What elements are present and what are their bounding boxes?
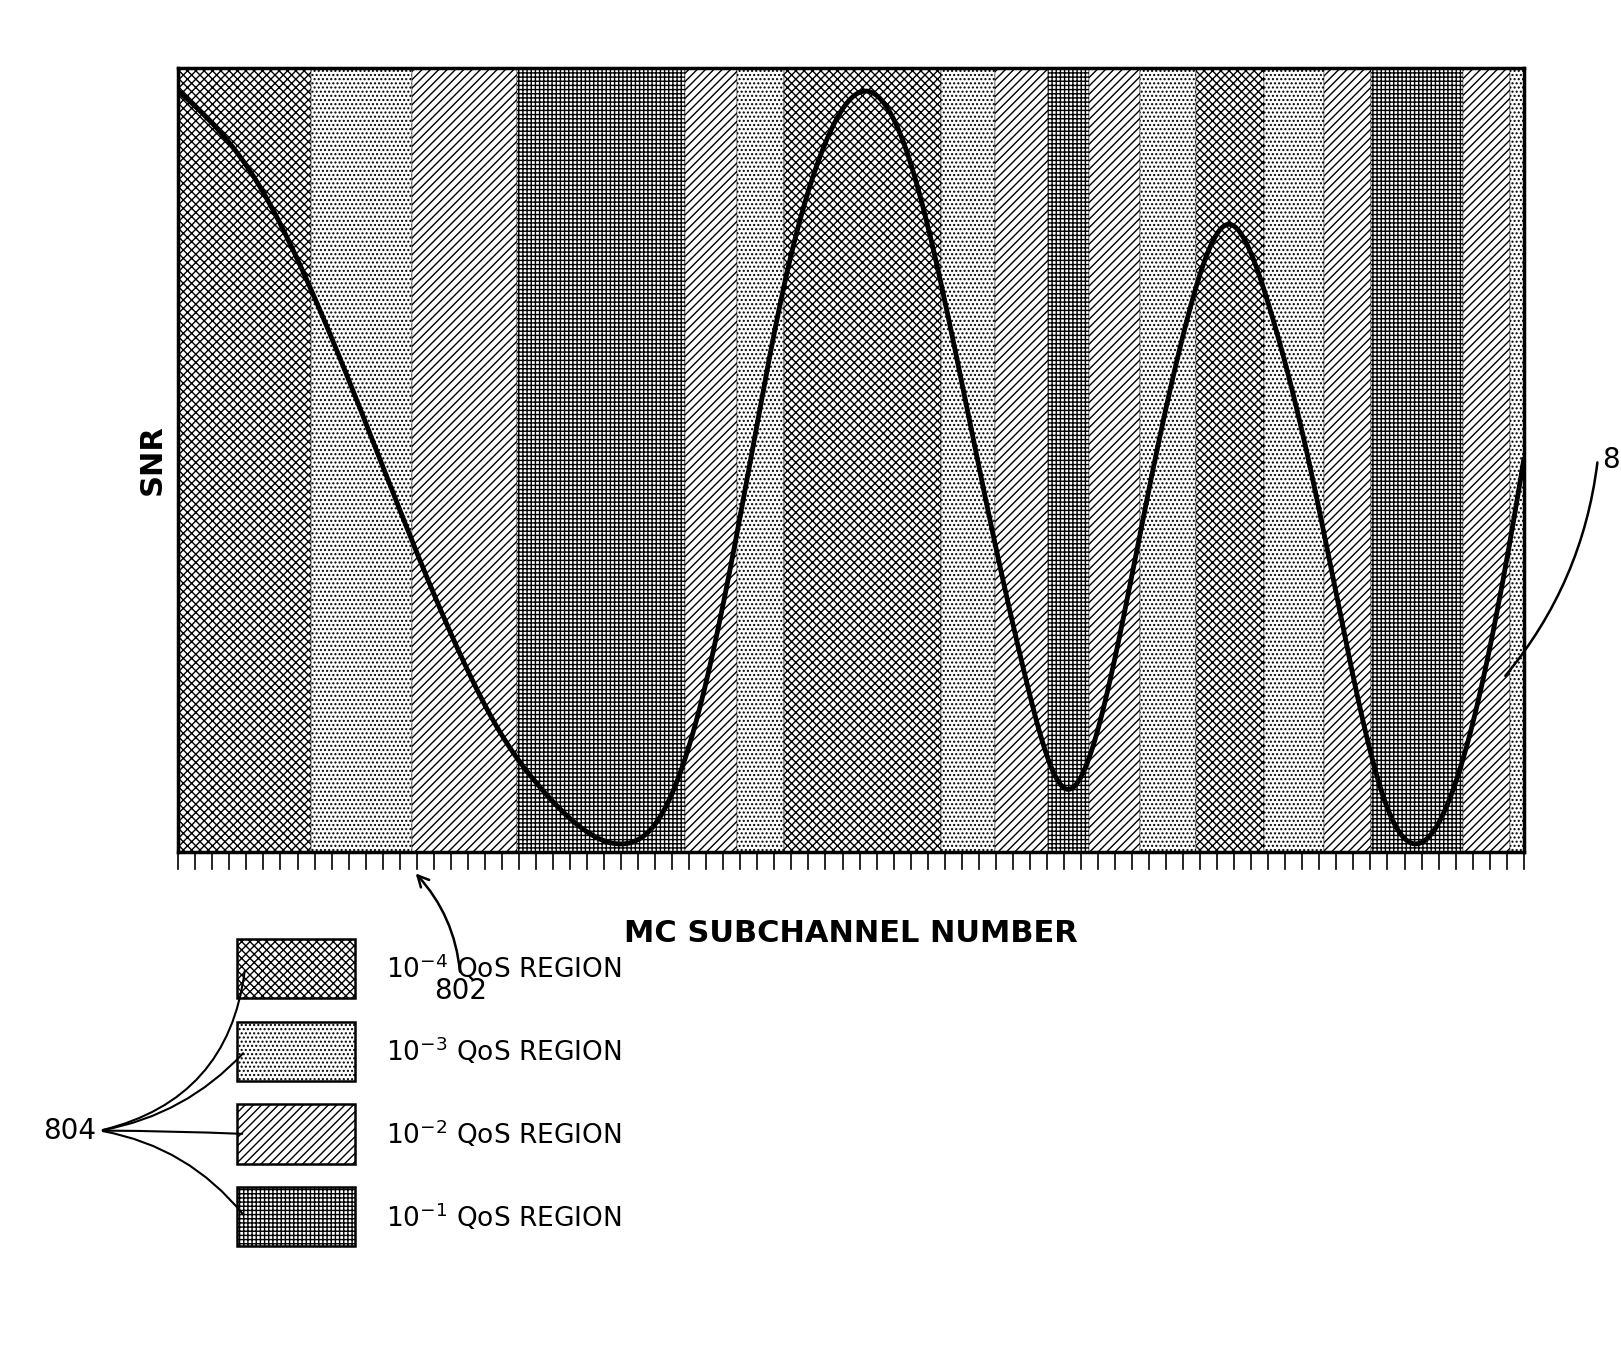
- Bar: [412, 68, 517, 852]
- Bar: [940, 68, 995, 852]
- Bar: [995, 68, 1049, 852]
- Bar: [1196, 68, 1264, 852]
- Bar: [237, 1187, 355, 1247]
- Bar: [686, 68, 736, 852]
- Bar: [517, 68, 686, 852]
- Bar: [1140, 68, 1196, 852]
- Y-axis label: SNR: SNR: [138, 425, 167, 495]
- Bar: [785, 68, 940, 852]
- Text: 10$^{-4}$ QoS REGION: 10$^{-4}$ QoS REGION: [386, 953, 621, 984]
- Bar: [736, 68, 785, 852]
- Bar: [1324, 68, 1371, 852]
- Bar: [237, 938, 355, 998]
- Text: 10$^{-1}$ QoS REGION: 10$^{-1}$ QoS REGION: [386, 1201, 621, 1233]
- Bar: [1049, 68, 1089, 852]
- Bar: [1264, 68, 1324, 852]
- Text: 804: 804: [44, 1117, 96, 1145]
- Bar: [1371, 68, 1464, 852]
- Bar: [311, 68, 412, 852]
- Bar: [1511, 68, 1524, 852]
- Bar: [1464, 68, 1511, 852]
- Bar: [237, 1105, 355, 1164]
- Bar: [178, 68, 311, 852]
- Text: 10$^{-3}$ QoS REGION: 10$^{-3}$ QoS REGION: [386, 1036, 621, 1067]
- Text: MC SUBCHANNEL NUMBER: MC SUBCHANNEL NUMBER: [624, 919, 1078, 948]
- Text: 10$^{-2}$ QoS REGION: 10$^{-2}$ QoS REGION: [386, 1118, 621, 1149]
- Bar: [237, 1022, 355, 1080]
- Text: 806: 806: [1602, 446, 1621, 473]
- Text: 802: 802: [418, 876, 488, 1006]
- Bar: [1089, 68, 1140, 852]
